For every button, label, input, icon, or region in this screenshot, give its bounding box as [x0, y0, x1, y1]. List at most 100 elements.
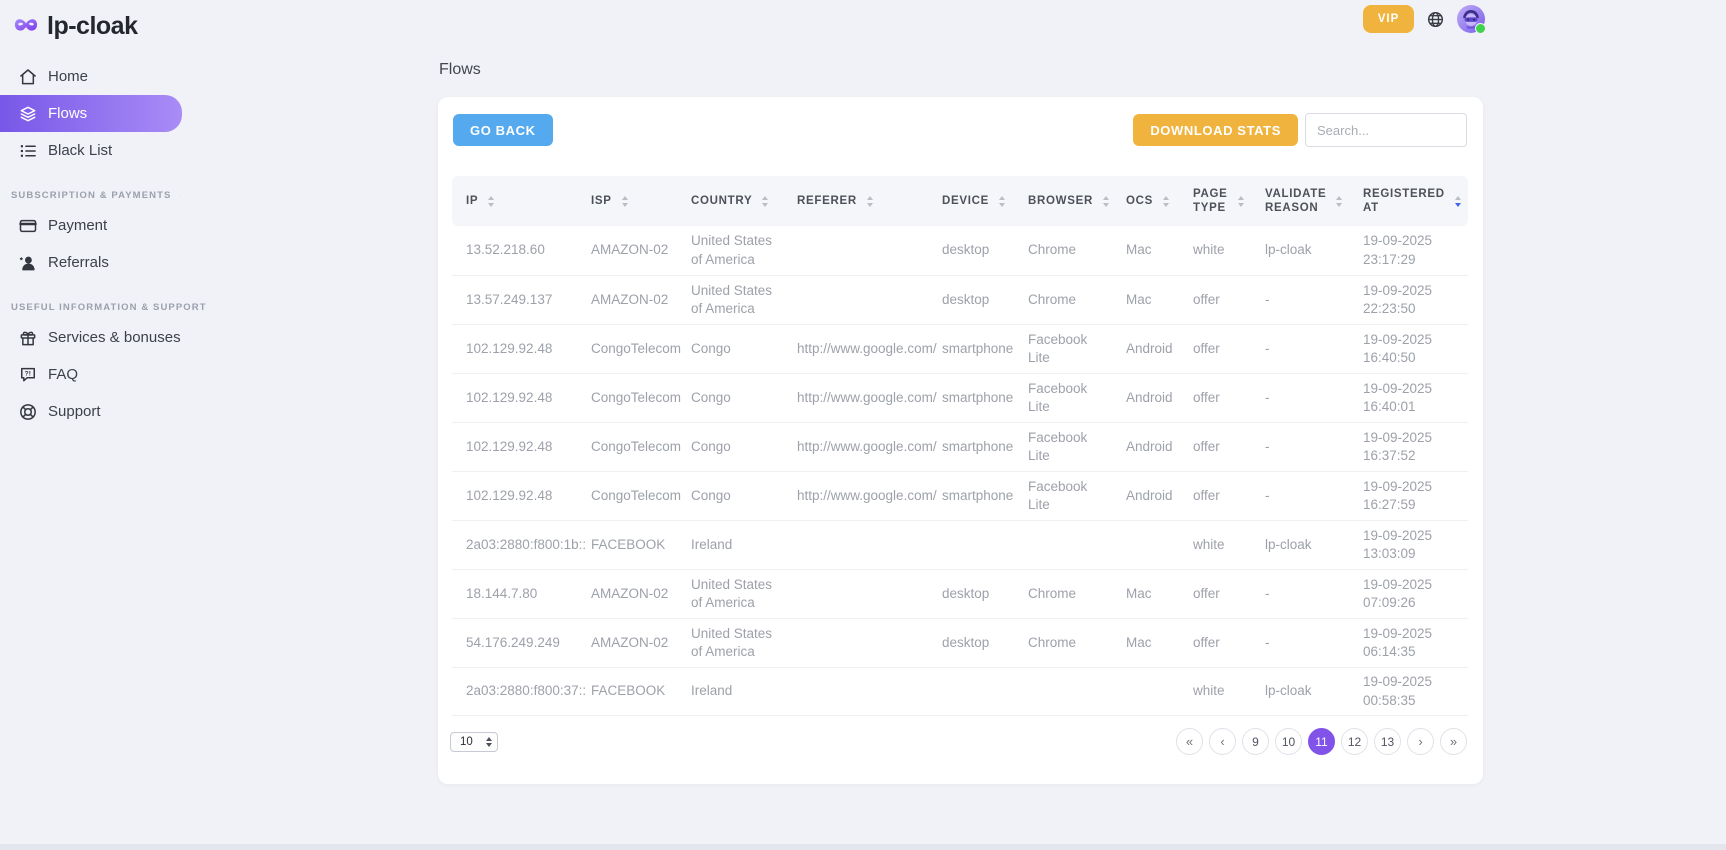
stepper-icon [486, 736, 492, 747]
sidebar-item-payment[interactable]: Payment [0, 207, 182, 244]
cell-device: smartphone [932, 324, 1018, 373]
cell-device: desktop [932, 275, 1018, 324]
column-label: PAGE TYPE [1193, 187, 1228, 214]
cell-ip: 18.144.7.80 [452, 569, 581, 618]
black-list-icon [18, 141, 38, 161]
cell-device: smartphone [932, 373, 1018, 422]
cell-browser [1018, 520, 1116, 569]
cell-browser: Chrome [1018, 618, 1116, 667]
cell-referer [787, 618, 932, 667]
column-header-referer[interactable]: REFERER [787, 176, 932, 226]
sidebar-item-home[interactable]: Home [0, 58, 182, 95]
cell-validate-reason: lp-cloak [1255, 520, 1353, 569]
cell-device: desktop [932, 618, 1018, 667]
cell-isp: AMAZON-02 [581, 569, 681, 618]
cell-country: Congo [681, 422, 787, 471]
sort-icon[interactable] [761, 195, 769, 208]
column-header-registered-at[interactable]: REGISTERED AT [1353, 176, 1468, 226]
cell-page-type: white [1183, 520, 1255, 569]
bottom-strip [0, 844, 1726, 850]
column-header-country[interactable]: COUNTRY [681, 176, 787, 226]
cell-referer: http://www.google.com/ [787, 471, 937, 520]
topbar-actions: VIP [1363, 5, 1486, 34]
sort-icon[interactable] [1102, 195, 1110, 208]
pagination-page-13[interactable]: 13 [1374, 728, 1401, 755]
cell-country: Congo [681, 373, 787, 422]
column-header-isp[interactable]: ISP [581, 176, 681, 226]
pagination-bar: 10 «‹ 9 10 11 12 13 ›» [438, 728, 1483, 755]
cell-ocs: Android [1116, 422, 1183, 471]
sidebar-item-faq[interactable]: ?! FAQ [0, 356, 182, 393]
cell-page-type: offer [1183, 618, 1255, 667]
cell-page-type: offer [1183, 422, 1255, 471]
column-header-page-type[interactable]: PAGE TYPE [1183, 176, 1255, 226]
flows-card: GO BACK DOWNLOAD STATS IP ISP COUNTRY REFER… [438, 97, 1483, 784]
sidebar-item-label: Payment [48, 217, 108, 234]
sort-icon[interactable] [866, 195, 874, 208]
go-back-button[interactable]: GO BACK [453, 114, 553, 146]
cell-validate-reason: - [1255, 618, 1353, 667]
download-stats-button[interactable]: DOWNLOAD STATS [1133, 114, 1298, 146]
column-label: DEVICE [942, 194, 990, 207]
pagination-page-11[interactable]: 11 [1308, 728, 1335, 755]
cell-country: United States of America [681, 618, 787, 667]
pagination-prev-button[interactable]: ‹ [1209, 728, 1236, 755]
cell-page-type: offer [1183, 275, 1255, 324]
sidebar-item-flows[interactable]: Flows [0, 95, 182, 132]
cell-registered-at: 19-09-2025 16:40:50 [1353, 324, 1468, 373]
cell-registered-at: 19-09-2025 23:17:29 [1363, 233, 1433, 267]
cell-referer [787, 520, 932, 569]
column-header-device[interactable]: DEVICE [932, 176, 1018, 226]
sidebar-item-referrals[interactable]: Referrals [0, 244, 182, 281]
cell-validate-reason: - [1255, 373, 1353, 422]
cell-referer [787, 226, 932, 275]
sidebar-nav: Home Flows Black List SUBSCRIPTION & PAYMEN… [0, 58, 206, 430]
pagination-next-button[interactable]: › [1407, 728, 1434, 755]
cell-device: desktop [932, 569, 1018, 618]
sidebar: lp-cloak Home Flows Black List SUBSCRIPTION… [0, 0, 206, 850]
sort-icon[interactable] [1454, 195, 1462, 208]
sort-icon[interactable] [1335, 195, 1343, 208]
page-size-select[interactable]: 10 [450, 731, 498, 752]
vip-button[interactable]: VIP [1363, 5, 1414, 33]
brand[interactable]: lp-cloak [0, 0, 199, 41]
table-header-row: IP ISP COUNTRY REFERER DEVICE BROWSER OCS PAGE … [452, 176, 1468, 226]
sort-icon[interactable] [487, 195, 495, 208]
column-header-browser[interactable]: BROWSER [1018, 176, 1116, 226]
pagination-first-button[interactable]: « [1176, 728, 1203, 755]
column-header-ip[interactable]: IP [452, 176, 581, 226]
cell-registered-at: 19-09-2025 16:37:52 [1353, 422, 1468, 471]
sidebar-item-label: Black List [48, 142, 113, 159]
cell-country: United States of America [681, 569, 787, 618]
sort-icon[interactable] [1237, 195, 1245, 208]
cell-referer: http://www.google.com/ [787, 324, 937, 373]
cell-device [932, 520, 1018, 569]
sort-icon[interactable] [1162, 195, 1170, 208]
cell-ip: 2a03:2880:f800:37:: [452, 667, 586, 716]
pagination-page-10[interactable]: 10 [1275, 728, 1302, 755]
cell-ip: 102.129.92.48 [452, 373, 581, 422]
referrals-icon [18, 253, 38, 273]
cell-country: United States of America [681, 275, 787, 324]
pagination-page-9[interactable]: 9 [1242, 728, 1269, 755]
cell-ocs: Android [1116, 373, 1183, 422]
table-row: 2a03:2880:f800:1b:: FACEBOOK Ireland white l… [452, 520, 1468, 569]
cell-browser: Facebook Lite [1018, 324, 1116, 373]
column-header-ocs[interactable]: OCS [1116, 176, 1183, 226]
sidebar-item-black-list[interactable]: Black List [0, 132, 182, 169]
table-header: IP ISP COUNTRY REFERER DEVICE BROWSER OCS PAGE … [452, 176, 1468, 226]
avatar[interactable] [1457, 5, 1486, 34]
column-label: VALIDATE REASON [1265, 187, 1327, 214]
cell-ip: 102.129.92.48 [452, 471, 581, 520]
globe-icon[interactable] [1426, 10, 1445, 29]
pagination-pages: «‹ 9 10 11 12 13 ›» [1176, 728, 1467, 755]
sidebar-item-support[interactable]: Support [0, 393, 182, 430]
sort-icon[interactable] [621, 195, 629, 208]
column-header-validate-reason[interactable]: VALIDATE REASON [1255, 176, 1353, 226]
pagination-page-12[interactable]: 12 [1341, 728, 1368, 755]
sidebar-item-services-bonuses[interactable]: Services & bonuses [0, 319, 182, 356]
sort-icon[interactable] [998, 195, 1006, 208]
pagination-last-button[interactable]: » [1440, 728, 1467, 755]
column-label: OCS [1126, 194, 1154, 207]
search-input[interactable] [1305, 113, 1467, 147]
